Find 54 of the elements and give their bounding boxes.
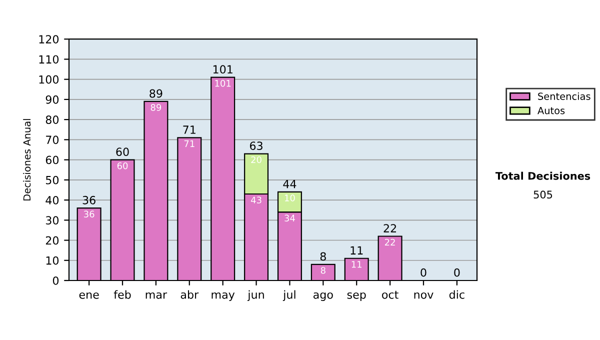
x-tick-label: ago <box>314 292 333 301</box>
data-label: 71 <box>184 140 194 147</box>
x-tick-label: mar <box>146 292 168 299</box>
total-label: 71 <box>183 126 196 134</box>
text: 505 <box>534 190 552 199</box>
x-tick-label: nov <box>414 292 434 299</box>
y-tick-label: 110 <box>39 55 59 64</box>
y-tick-label: 120 <box>39 35 59 44</box>
y-tick-label: 70 <box>46 136 59 144</box>
data-label: 36 <box>84 210 94 218</box>
total-label: 11 <box>350 246 363 254</box>
x-tick-label: jun <box>247 290 264 301</box>
total-label: 44 <box>283 180 296 188</box>
y-tick-label: 0 <box>52 276 59 285</box>
total-label: 0 <box>454 268 460 277</box>
y-tick-label: 60 <box>46 156 59 164</box>
data-label: 89 <box>150 104 162 111</box>
data-label: 60 <box>117 162 128 170</box>
y-tick-label: 30 <box>46 216 59 225</box>
total-label: 8 <box>320 252 326 261</box>
x-tick-label: ene <box>79 292 99 299</box>
total-label: 89 <box>150 89 162 98</box>
text: Total Decisiones <box>495 172 590 180</box>
total-label: 36 <box>82 196 96 204</box>
x-tick-label: may <box>212 292 235 301</box>
x-tick-label: abr <box>180 290 199 299</box>
y-axis-title: Decisiones Anual <box>23 119 31 200</box>
total-label: 63 <box>250 142 262 150</box>
x-tick-label: sep <box>347 292 366 301</box>
x-tick-label: jul <box>282 290 296 301</box>
y-tick-label: 40 <box>46 196 59 204</box>
data-label: 8 <box>320 266 326 274</box>
data-label: 43 <box>250 196 262 204</box>
data-label: 101 <box>215 80 231 87</box>
x-tick-label: feb <box>114 290 131 299</box>
total-label: 22 <box>384 224 396 232</box>
x-tick-label: oct <box>382 290 398 299</box>
y-tick-label: 20 <box>46 236 59 245</box>
x-tick-label: dic <box>449 290 464 299</box>
total-label: 101 <box>213 65 232 74</box>
data-label: 10 <box>284 194 295 202</box>
total-label: 60 <box>116 148 129 156</box>
y-tick-label: 10 <box>46 256 59 265</box>
data-label: 22 <box>384 238 395 246</box>
data-label: 11 <box>352 261 362 268</box>
y-tick-label: 80 <box>46 116 59 124</box>
y-tick-label: 50 <box>46 176 59 184</box>
data-label: 34 <box>284 214 295 222</box>
data-label: 20 <box>251 156 262 164</box>
legend-label: Sentencias <box>538 92 590 100</box>
y-tick-label: 90 <box>46 95 59 104</box>
total-label: 0 <box>420 268 426 277</box>
y-tick-label: 100 <box>39 75 59 84</box>
legend-label: Autos <box>538 107 565 114</box>
